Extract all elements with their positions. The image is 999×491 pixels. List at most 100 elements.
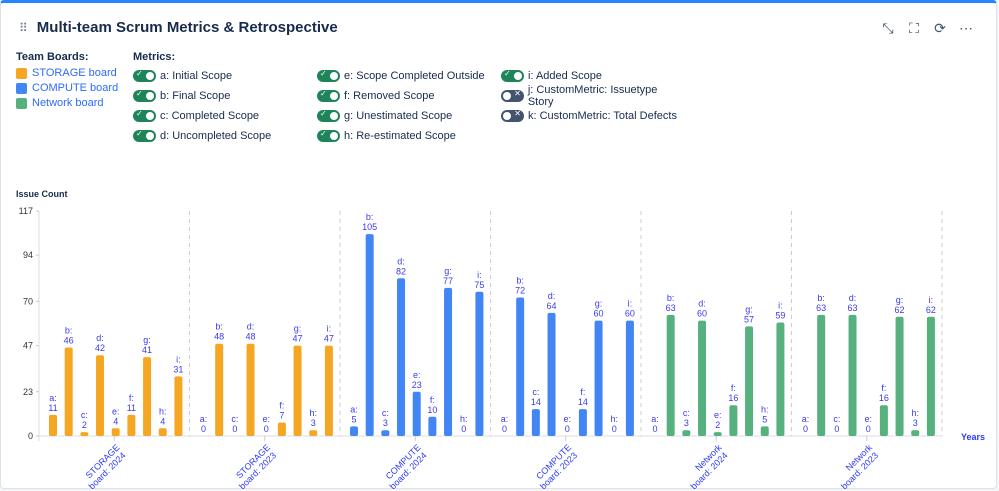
- bar-storage-g[interactable]: [293, 345, 302, 436]
- bar-network-f[interactable]: [879, 405, 888, 436]
- bar-storage-c[interactable]: [80, 432, 89, 436]
- bar-value-label: 0: [264, 424, 269, 434]
- toggle-switch[interactable]: ✓: [133, 109, 156, 122]
- metric-toggle-h[interactable]: ✓ h: Re-estimated Scope: [317, 126, 501, 146]
- bar-network-i[interactable]: [926, 316, 935, 436]
- bar-network-d[interactable]: [848, 314, 857, 436]
- bar-storage-i[interactable]: [324, 345, 333, 436]
- bar-compute-c[interactable]: [381, 430, 390, 436]
- bar-compute-i[interactable]: [625, 320, 634, 436]
- bar-key-label: h:: [460, 414, 468, 424]
- bar-storage-f[interactable]: [127, 414, 136, 436]
- bar-network-c[interactable]: [682, 430, 691, 436]
- metric-label: d: Uncompleted Scope: [160, 130, 272, 142]
- toggle-switch[interactable]: ✓: [133, 129, 156, 142]
- y-axis-label: Issue Count: [16, 189, 68, 199]
- metric-toggle-g[interactable]: ✓ g: Unestimated Scope: [317, 106, 501, 126]
- bar-storage-b[interactable]: [64, 347, 73, 436]
- metric-toggle-i[interactable]: ✓ i: Added Scope: [501, 66, 685, 86]
- bar-storage-a[interactable]: [49, 414, 57, 436]
- bar-key-label: d:: [96, 333, 104, 343]
- fullscreen-icon[interactable]: ⛶: [909, 19, 919, 36]
- bar-value-label: 4: [160, 416, 165, 426]
- bar-storage-i[interactable]: [174, 376, 183, 436]
- toggle-switch[interactable]: ✓: [317, 129, 340, 142]
- bar-compute-g[interactable]: [444, 287, 453, 436]
- bar-key-label: a:: [49, 393, 57, 403]
- toggle-switch[interactable]: ✓: [133, 89, 156, 102]
- bar-value-label: 60: [697, 309, 707, 319]
- bar-storage-h[interactable]: [309, 430, 318, 436]
- bar-network-g[interactable]: [745, 326, 754, 436]
- toggle-switch[interactable]: ✓: [133, 69, 156, 82]
- bar-value-label: 2: [715, 420, 720, 430]
- bar-storage-h[interactable]: [158, 428, 167, 436]
- bar-compute-g[interactable]: [594, 320, 603, 436]
- bar-storage-e[interactable]: [111, 428, 120, 436]
- bar-compute-i[interactable]: [475, 291, 484, 436]
- bar-key-label: d:: [849, 293, 857, 303]
- page-title: Multi-team Scrum Metrics & Retrospective: [36, 19, 338, 36]
- metric-toggle-b[interactable]: ✓ b: Final Scope: [133, 86, 317, 106]
- metric-toggle-f[interactable]: ✓ f: Removed Scope: [317, 86, 501, 106]
- bar-value-label: 10: [427, 405, 437, 415]
- bar-value-label: 11: [127, 403, 136, 413]
- bar-network-f[interactable]: [729, 405, 738, 436]
- metric-label: i: Added Scope: [528, 70, 603, 82]
- bar-key-label: d:: [698, 299, 706, 309]
- bar-storage-g[interactable]: [143, 357, 152, 436]
- bar-storage-f[interactable]: [277, 422, 286, 436]
- y-tick-label: 70: [23, 296, 33, 306]
- bar-compute-f[interactable]: [428, 416, 437, 436]
- bar-key-label: c:: [231, 414, 238, 424]
- compute-swatch: [16, 82, 27, 94]
- bar-network-b[interactable]: [666, 314, 675, 436]
- more-icon[interactable]: ⋯: [959, 19, 973, 36]
- toggle-switch[interactable]: ✓: [317, 69, 340, 82]
- drag-handle-icon[interactable]: ⠿: [19, 20, 28, 35]
- bar-key-label: h:: [309, 408, 317, 418]
- bar-value-label: 82: [396, 266, 406, 276]
- toggle-switch[interactable]: ✕: [501, 109, 524, 122]
- metric-toggle-k[interactable]: ✕ k: CustomMetric: Total Defects: [501, 106, 685, 126]
- metric-toggle-c[interactable]: ✓ c: Completed Scope: [133, 106, 317, 126]
- x-axis-label: Years: [961, 432, 985, 442]
- bar-network-e[interactable]: [713, 432, 722, 436]
- bar-network-h[interactable]: [911, 430, 920, 436]
- metric-toggle-e[interactable]: ✓ e: Scope Completed Outside: [317, 66, 501, 86]
- metric-toggle-j[interactable]: ✕ j: CustomMetric: Issuetype Story: [501, 84, 685, 108]
- metric-toggle-a[interactable]: ✓ a: Initial Scope: [133, 66, 317, 86]
- bar-compute-f[interactable]: [578, 409, 587, 436]
- bar-compute-d[interactable]: [397, 278, 406, 436]
- bar-compute-d[interactable]: [547, 312, 556, 436]
- bar-key-label: f:: [731, 383, 736, 393]
- bar-compute-b[interactable]: [365, 234, 374, 436]
- board-storage[interactable]: STORAGE board: [16, 66, 118, 80]
- bar-storage-d[interactable]: [96, 355, 105, 436]
- bar-network-d[interactable]: [698, 320, 707, 436]
- bar-compute-e[interactable]: [412, 391, 421, 436]
- metric-toggle-d[interactable]: ✓ d: Uncompleted Scope: [133, 126, 317, 146]
- board-compute[interactable]: COMPUTE board: [16, 81, 118, 95]
- bar-value-label: 11: [48, 403, 57, 413]
- bar-compute-b[interactable]: [516, 297, 525, 436]
- collapse-icon[interactable]: ⤡: [882, 19, 894, 36]
- bar-network-h[interactable]: [760, 426, 769, 436]
- toggle-switch[interactable]: ✓: [501, 69, 524, 82]
- bar-compute-a[interactable]: [350, 426, 358, 436]
- toggle-switch[interactable]: ✕: [501, 89, 524, 102]
- bar-compute-c[interactable]: [531, 409, 540, 436]
- team-boards-legend: Team Boards: STORAGE board COMPUTE board…: [16, 51, 118, 111]
- bar-network-b[interactable]: [817, 314, 826, 436]
- toggle-switch[interactable]: ✓: [317, 89, 340, 102]
- bar-key-label: c:: [683, 408, 690, 418]
- bar-storage-b[interactable]: [215, 343, 224, 436]
- bar-storage-d[interactable]: [246, 343, 255, 436]
- board-network[interactable]: Network board: [16, 96, 118, 110]
- bar-network-g[interactable]: [895, 316, 904, 436]
- bar-key-label: d:: [397, 256, 405, 266]
- refresh-icon[interactable]: ⟳: [934, 19, 946, 36]
- bar-network-i[interactable]: [776, 322, 785, 436]
- toggle-switch[interactable]: ✓: [317, 109, 340, 122]
